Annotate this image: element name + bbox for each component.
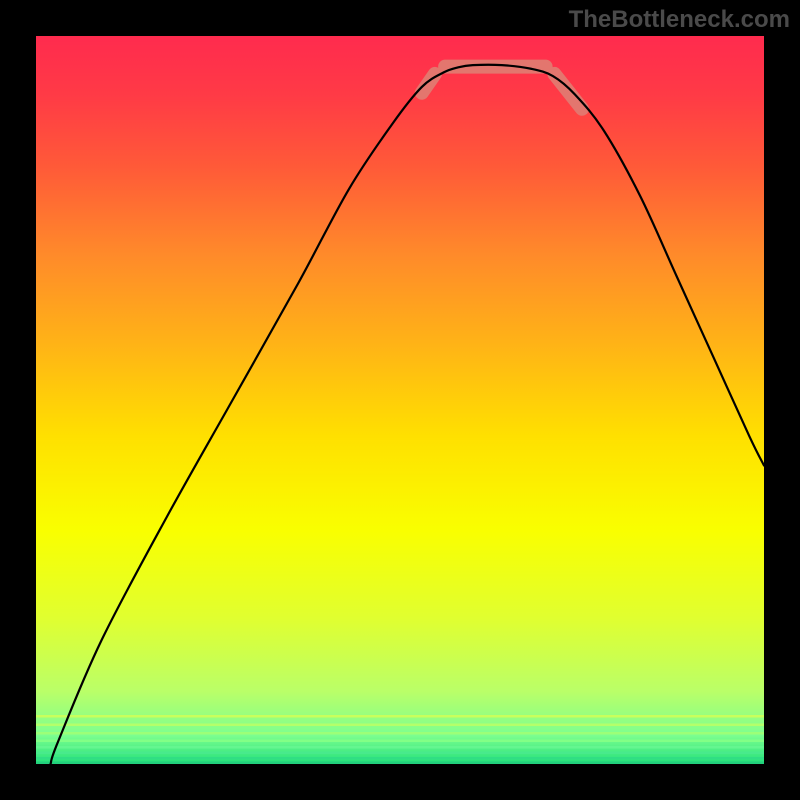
bottleneck-chart bbox=[0, 0, 800, 800]
plot-area bbox=[36, 36, 764, 764]
watermark-text: TheBottleneck.com bbox=[569, 6, 790, 34]
heat-gradient bbox=[36, 36, 764, 764]
